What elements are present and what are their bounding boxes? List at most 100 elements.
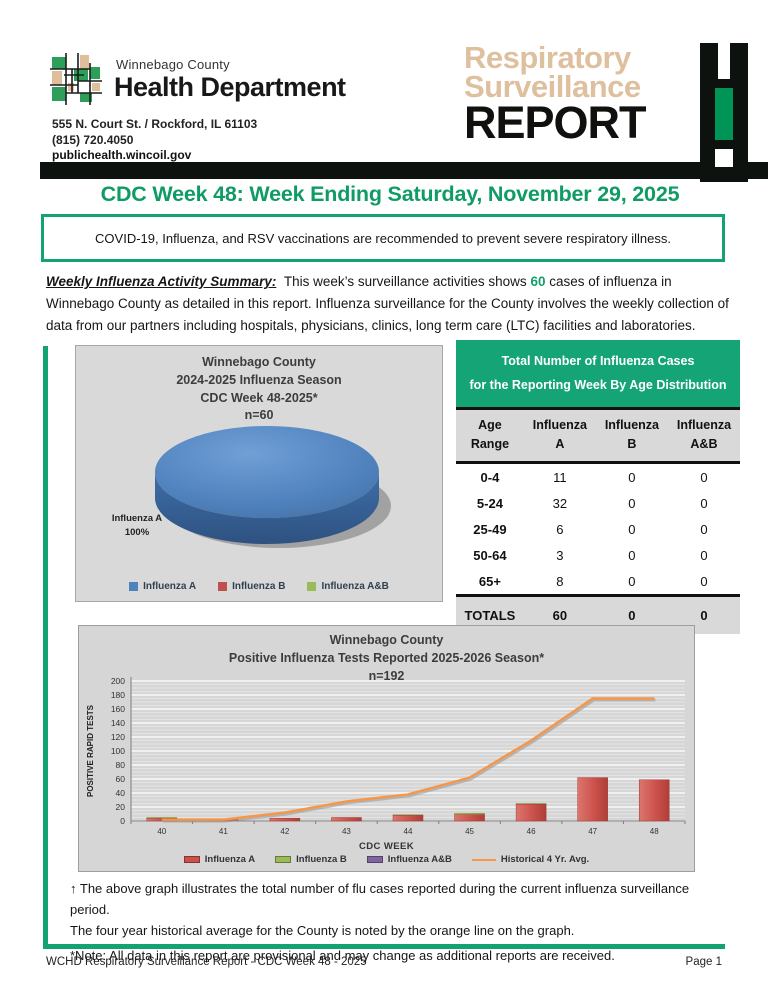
summary-case-count: 60 (530, 274, 546, 289)
pie-slice-label-percent: 100% (124, 527, 150, 539)
table-row: 5-24 32 0 0 (456, 490, 740, 517)
age-table-header-line2: for the Reporting Week By Age Distributi… (469, 377, 727, 392)
svg-text:40: 40 (116, 788, 126, 798)
case-count-cell: 0 (667, 568, 740, 596)
age-range-cell: 25-49 (456, 516, 524, 543)
footnote-2: The four year historical average for the… (70, 922, 575, 938)
vaccination-advisory-text: COVID-19, Influenza, and RSV vaccination… (95, 230, 671, 246)
column-header: Influenza B (595, 409, 668, 465)
vaccination-advisory-box: COVID-19, Influenza, and RSV vaccination… (41, 214, 725, 262)
pie-title-line2: 2024-2025 Influenza Season (176, 372, 342, 387)
legend-swatch-icon (183, 856, 200, 863)
masthead-line2: Surveillance (464, 68, 641, 104)
svg-text:100: 100 (111, 746, 125, 756)
masthead-line1: Respiratory (464, 40, 631, 75)
case-count-cell: 0 (595, 462, 668, 491)
case-count-cell: 11 (523, 462, 596, 491)
column-header: Influenza A&B (667, 409, 740, 465)
case-count-cell: 0 (667, 462, 740, 491)
exclamation-mark-graphic (700, 43, 748, 182)
table-row: 50-64 3 0 0 (456, 542, 740, 569)
table-row: 65+ 8 0 0 (456, 568, 740, 596)
age-table-header-line1: Total Number of Influenza Cases (501, 354, 695, 368)
pie-legend: Influenza A Influenza B Influenza A&B (76, 581, 442, 592)
case-count-cell: 0 (667, 542, 740, 569)
table-row: 0-4 11 0 0 (456, 462, 740, 491)
header-divider-bar (40, 162, 768, 179)
legend-item: Influenza A&B (307, 581, 389, 592)
pie-title-line1: Winnebago County (202, 355, 316, 369)
column-header: Influenza A (523, 409, 596, 465)
bar-chart: 0 20 40 60 80 100 120 140 160 180 200 POSITIVE RAPI… (86, 676, 686, 836)
address-line1: 555 N. Court St. / Rockford, IL 61103 (52, 117, 258, 131)
pie-title-n: n=60 (244, 408, 274, 423)
case-count-cell: 3 (523, 542, 596, 569)
case-count-cell: 32 (523, 490, 596, 517)
svg-text:48: 48 (650, 827, 659, 836)
pie-title-line3: CDC Week 48-2025* (200, 390, 318, 405)
bar-chart-panel: Winnebago County Positive Influenza Test… (78, 625, 695, 872)
legend-item: Influenza A (183, 854, 255, 865)
summary-text-before: This week’s surveillance activities show… (283, 274, 527, 289)
legend-swatch-icon (471, 858, 496, 861)
age-range-cell: 50-64 (456, 542, 524, 569)
case-count-cell: 0 (595, 516, 668, 543)
weekly-summary-paragraph: Weekly Influenza Activity Summary: This … (46, 271, 740, 337)
bar-title-line2: Positive Influenza Tests Reported 2025-2… (228, 650, 545, 665)
bar-title-n: n=192 (368, 668, 405, 683)
column-header: Age Range (456, 409, 524, 465)
health-department-logo (50, 53, 102, 105)
svg-text:60: 60 (116, 774, 126, 784)
svg-text:41: 41 (219, 827, 228, 836)
svg-text:40: 40 (157, 827, 166, 836)
age-table-column-headers: Age Range Influenza A Influenza B Influenza A&B (456, 409, 740, 465)
age-range-cell: 65+ (456, 568, 524, 596)
pie-chart-title: Winnebago County 2024-2025 Influenza Sea… (76, 346, 442, 425)
pie-chart (155, 426, 391, 548)
exclamation-dot (715, 149, 733, 167)
org-name-small: Winnebago County (116, 57, 230, 72)
masthead-line3: REPORT (464, 96, 647, 148)
case-count-cell: 8 (523, 568, 596, 596)
summary-text-after: cases of influenza in Winnebago County a… (46, 274, 729, 333)
svg-text:140: 140 (111, 718, 125, 728)
legend-label: Influenza B (296, 854, 347, 865)
legend-swatch-icon (275, 856, 292, 863)
cdc-week-heading: CDC Week 48: Week Ending Saturday, Novem… (100, 182, 680, 206)
svg-text:200: 200 (111, 676, 125, 686)
bar-title-line1: Winnebago County (329, 633, 444, 647)
masthead: Respiratory Surveillance REPORT (464, 40, 704, 148)
svg-text:46: 46 (527, 827, 536, 836)
case-count-cell: 0 (595, 490, 668, 517)
footnote-1: ↑ The above graph illustrates the total … (70, 881, 690, 917)
svg-text:POSITIVE RAPID TESTS: POSITIVE RAPID TESTS (86, 704, 95, 797)
page-footer: WCHD Respiratory Surveillance Report - C… (46, 956, 722, 968)
case-count-cell: 0 (595, 542, 668, 569)
summary-label: Weekly Influenza Activity Summary: (46, 274, 277, 289)
exclamation-green-bar (715, 88, 733, 140)
pie-side-wall (155, 472, 379, 544)
legend-swatch-icon (218, 582, 228, 591)
address-block: 555 N. Court St. / Rockford, IL 61103 (8… (52, 117, 257, 148)
svg-text:80: 80 (116, 760, 126, 770)
left-green-rule (43, 346, 48, 946)
legend-label: Influenza A&B (321, 581, 389, 592)
pie-slice-label: Influenza A 100% (94, 512, 180, 541)
table-row: 25-49 6 0 0 (456, 516, 740, 543)
pie-slice-label-name: Influenza A (111, 513, 163, 524)
pie-chart-panel: Winnebago County 2024-2025 Influenza Sea… (75, 345, 443, 602)
footnote-3: *Note: All data in this report are provi… (70, 948, 615, 964)
address-line2: (815) 720.4050 (52, 132, 134, 147)
svg-text:160: 160 (111, 704, 125, 714)
x-axis-title: CDC WEEK (359, 841, 414, 852)
legend-item: Historical 4 Yr. Avg. (471, 854, 590, 865)
legend-item: Influenza B (275, 854, 347, 865)
case-count-cell: 0 (667, 516, 740, 543)
exclamation-notch (718, 43, 730, 79)
pie-top-face (155, 426, 379, 518)
legend-swatch-icon (129, 582, 139, 591)
org-name-large: Health Department (114, 72, 346, 102)
legend-label: Historical 4 Yr. Avg. (500, 854, 590, 865)
legend-swatch-icon (307, 582, 317, 591)
legend-swatch-icon (366, 856, 383, 863)
